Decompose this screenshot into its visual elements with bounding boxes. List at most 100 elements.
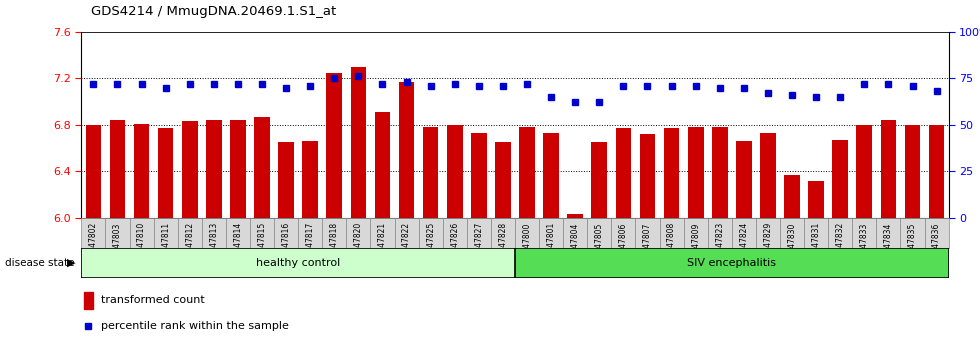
FancyBboxPatch shape [515,248,949,278]
FancyBboxPatch shape [708,218,732,248]
Text: GSM347815: GSM347815 [258,222,267,268]
Text: GSM347830: GSM347830 [788,222,797,269]
Bar [471,133,487,218]
FancyBboxPatch shape [395,218,418,248]
FancyBboxPatch shape [225,218,250,248]
Bar [832,140,848,218]
FancyBboxPatch shape [466,218,491,248]
FancyBboxPatch shape [876,218,901,248]
Bar [85,125,101,218]
Text: GSM347806: GSM347806 [619,222,628,269]
Bar [808,181,824,218]
FancyBboxPatch shape [370,218,395,248]
Text: GSM347831: GSM347831 [811,222,820,268]
Text: SIV encephalitis: SIV encephalitis [687,258,776,268]
Text: GSM347829: GSM347829 [763,222,772,268]
FancyBboxPatch shape [129,218,154,248]
Text: GSM347834: GSM347834 [884,222,893,269]
Text: GSM347811: GSM347811 [161,222,171,268]
Text: GSM347800: GSM347800 [522,222,531,269]
Text: GSM347801: GSM347801 [547,222,556,268]
FancyBboxPatch shape [81,248,515,278]
Bar [158,128,173,218]
FancyBboxPatch shape [491,218,515,248]
Bar [857,125,872,218]
Text: GSM347824: GSM347824 [739,222,749,268]
Bar [663,128,679,218]
FancyBboxPatch shape [81,218,106,248]
Bar [929,125,945,218]
FancyBboxPatch shape [587,218,612,248]
Text: transformed count: transformed count [101,295,205,306]
Bar [206,120,221,218]
FancyBboxPatch shape [418,218,443,248]
Text: GSM347820: GSM347820 [354,222,363,268]
FancyBboxPatch shape [804,218,828,248]
FancyBboxPatch shape [298,218,322,248]
Text: GSM347803: GSM347803 [113,222,122,269]
Text: GSM347832: GSM347832 [836,222,845,268]
FancyBboxPatch shape [635,218,660,248]
FancyBboxPatch shape [250,218,274,248]
FancyBboxPatch shape [515,218,539,248]
FancyBboxPatch shape [346,218,370,248]
FancyBboxPatch shape [564,218,587,248]
Text: GSM347817: GSM347817 [306,222,315,268]
Text: GSM347814: GSM347814 [233,222,242,268]
Text: GSM347821: GSM347821 [378,222,387,268]
FancyBboxPatch shape [660,218,684,248]
FancyBboxPatch shape [274,218,298,248]
Bar [230,120,246,218]
Bar [615,128,631,218]
Bar [374,112,390,218]
Bar [881,120,897,218]
FancyBboxPatch shape [684,218,708,248]
Text: GSM347825: GSM347825 [426,222,435,268]
Bar [760,133,776,218]
Text: GSM347818: GSM347818 [330,222,339,268]
Bar [447,125,463,218]
FancyBboxPatch shape [780,218,804,248]
Text: GSM347804: GSM347804 [570,222,580,269]
Text: GSM347809: GSM347809 [691,222,700,269]
Text: healthy control: healthy control [256,258,340,268]
Bar [736,141,752,218]
FancyBboxPatch shape [612,218,635,248]
Text: GDS4214 / MmugDNA.20469.1.S1_at: GDS4214 / MmugDNA.20469.1.S1_at [91,5,336,18]
Text: GSM347833: GSM347833 [859,222,869,269]
FancyBboxPatch shape [106,218,129,248]
FancyBboxPatch shape [443,218,466,248]
Text: GSM347802: GSM347802 [89,222,98,268]
Bar [254,117,270,218]
Bar [905,125,920,218]
FancyBboxPatch shape [924,218,949,248]
Text: GSM347812: GSM347812 [185,222,194,268]
FancyBboxPatch shape [756,218,780,248]
Bar [640,134,656,218]
Bar [688,127,704,218]
Bar [422,127,438,218]
FancyBboxPatch shape [901,218,924,248]
Text: GSM347816: GSM347816 [281,222,291,268]
FancyBboxPatch shape [322,218,346,248]
Text: ▶: ▶ [68,258,75,268]
Text: GSM347805: GSM347805 [595,222,604,269]
Bar [543,133,559,218]
Text: percentile rank within the sample: percentile rank within the sample [101,321,289,331]
FancyBboxPatch shape [732,218,756,248]
FancyBboxPatch shape [154,218,177,248]
Bar [567,214,583,218]
Bar [351,67,367,218]
Bar [303,141,318,218]
Bar [711,127,727,218]
Text: GSM347826: GSM347826 [450,222,460,268]
Bar [399,82,415,218]
Bar [133,124,149,218]
FancyBboxPatch shape [828,218,853,248]
FancyBboxPatch shape [539,218,563,248]
FancyBboxPatch shape [177,218,202,248]
Text: disease state: disease state [5,258,74,268]
Text: GSM347836: GSM347836 [932,222,941,269]
Text: GSM347808: GSM347808 [667,222,676,268]
Text: GSM347823: GSM347823 [715,222,724,268]
